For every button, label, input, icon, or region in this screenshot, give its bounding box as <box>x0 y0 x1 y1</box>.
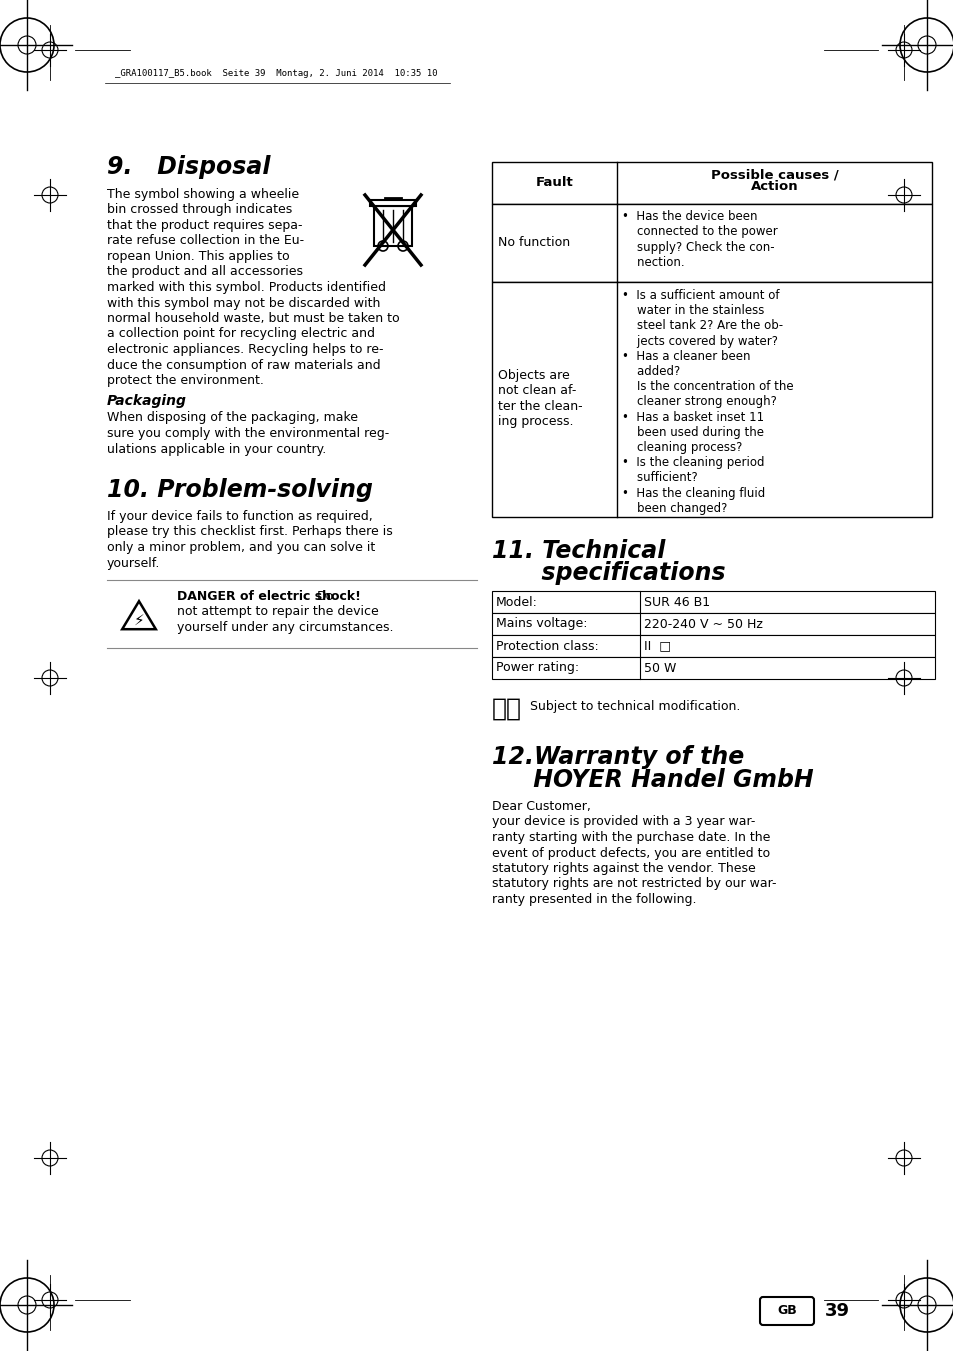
Text: Do: Do <box>316 590 334 603</box>
Text: Model:: Model: <box>496 596 537 608</box>
Text: Packaging: Packaging <box>107 393 187 408</box>
Text: The symbol showing a wheelie: The symbol showing a wheelie <box>107 188 299 201</box>
Text: Possible causes /: Possible causes / <box>710 168 838 181</box>
Bar <box>492 162 931 204</box>
Bar <box>492 204 931 282</box>
Text: sure you comply with the environmental reg-: sure you comply with the environmental r… <box>107 427 389 440</box>
Text: cleaner strong enough?: cleaner strong enough? <box>621 396 776 408</box>
Text: When disposing of the packaging, make: When disposing of the packaging, make <box>107 412 357 424</box>
Text: electronic appliances. Recycling helps to re-: electronic appliances. Recycling helps t… <box>107 343 383 357</box>
Bar <box>492 657 934 680</box>
Text: jects covered by water?: jects covered by water? <box>621 335 778 347</box>
Text: 12.Warranty of the: 12.Warranty of the <box>492 744 743 769</box>
Text: water in the stainless: water in the stainless <box>621 304 763 317</box>
Text: Fault: Fault <box>535 177 573 189</box>
Text: 50 W: 50 W <box>643 662 676 674</box>
Text: normal household waste, but must be taken to: normal household waste, but must be take… <box>107 312 399 326</box>
Text: ter the clean-: ter the clean- <box>497 400 582 412</box>
Text: your device is provided with a 3 year war-: your device is provided with a 3 year wa… <box>492 816 755 828</box>
Text: marked with this symbol. Products identified: marked with this symbol. Products identi… <box>107 281 386 295</box>
Text: •  Is the cleaning period: • Is the cleaning period <box>621 457 763 469</box>
Bar <box>374 205 412 246</box>
Text: statutory rights against the vendor. These: statutory rights against the vendor. The… <box>492 862 755 875</box>
Text: SUR 46 B1: SUR 46 B1 <box>643 596 709 608</box>
Text: event of product defects, you are entitled to: event of product defects, you are entitl… <box>492 847 769 859</box>
Text: If your device fails to function as required,: If your device fails to function as requ… <box>107 509 373 523</box>
Text: a collection point for recycling electric and: a collection point for recycling electri… <box>107 327 375 340</box>
Text: HOYER Handel GmbH: HOYER Handel GmbH <box>492 767 813 792</box>
Text: Dear Customer,: Dear Customer, <box>492 800 590 813</box>
Text: •  Is a sufficient amount of: • Is a sufficient amount of <box>621 289 779 303</box>
Text: yourself under any circumstances.: yourself under any circumstances. <box>177 621 393 634</box>
Text: with this symbol may not be discarded with: with this symbol may not be discarded wi… <box>107 296 380 309</box>
FancyBboxPatch shape <box>760 1297 813 1325</box>
Text: been changed?: been changed? <box>621 501 726 515</box>
Text: steel tank 2? Are the ob-: steel tank 2? Are the ob- <box>621 319 782 332</box>
Text: DANGER of electric shock!: DANGER of electric shock! <box>177 590 360 603</box>
Text: Protection class:: Protection class: <box>496 639 598 653</box>
Text: 39: 39 <box>824 1302 849 1320</box>
Text: ⒸⒺ: ⒸⒺ <box>492 697 521 721</box>
Text: 10. Problem-solving: 10. Problem-solving <box>107 478 373 503</box>
Text: specifications: specifications <box>492 561 725 585</box>
Bar <box>492 635 934 657</box>
Text: Power rating:: Power rating: <box>496 662 578 674</box>
Text: connected to the power: connected to the power <box>621 226 777 239</box>
Text: Subject to technical modification.: Subject to technical modification. <box>530 700 740 713</box>
Text: •  Has the cleaning fluid: • Has the cleaning fluid <box>621 486 764 500</box>
Text: GB: GB <box>777 1305 796 1317</box>
Text: ing process.: ing process. <box>497 415 573 428</box>
Text: bin crossed through indicates: bin crossed through indicates <box>107 204 292 216</box>
Text: been used during the: been used during the <box>621 426 763 439</box>
Text: 220-240 V ~ 50 Hz: 220-240 V ~ 50 Hz <box>643 617 762 631</box>
Text: cleaning process?: cleaning process? <box>621 440 741 454</box>
Text: Objects are: Objects are <box>497 369 569 381</box>
Text: II  □: II □ <box>643 639 670 653</box>
Text: ranty starting with the purchase date. In the: ranty starting with the purchase date. I… <box>492 831 770 844</box>
Text: yourself.: yourself. <box>107 557 160 570</box>
Text: ropean Union. This applies to: ropean Union. This applies to <box>107 250 290 263</box>
Text: only a minor problem, and you can solve it: only a minor problem, and you can solve … <box>107 540 375 554</box>
Text: •  Has a cleaner been: • Has a cleaner been <box>621 350 750 363</box>
Text: Is the concentration of the: Is the concentration of the <box>621 380 793 393</box>
Text: ulations applicable in your country.: ulations applicable in your country. <box>107 443 326 455</box>
Text: _GRA100117_B5.book  Seite 39  Montag, 2. Juni 2014  10:35 10: _GRA100117_B5.book Seite 39 Montag, 2. J… <box>115 69 437 78</box>
Text: ranty presented in the following.: ranty presented in the following. <box>492 893 696 907</box>
Text: not clean af-: not clean af- <box>497 384 576 397</box>
Text: that the product requires sepa-: that the product requires sepa- <box>107 219 302 232</box>
Text: nection.: nection. <box>621 257 684 269</box>
Text: the product and all accessories: the product and all accessories <box>107 266 303 278</box>
Text: 11. Technical: 11. Technical <box>492 539 664 563</box>
Text: Action: Action <box>750 180 798 193</box>
Text: 9.   Disposal: 9. Disposal <box>107 155 271 178</box>
Text: not attempt to repair the device: not attempt to repair the device <box>177 605 378 619</box>
Bar <box>492 282 931 517</box>
Bar <box>492 613 934 635</box>
Text: supply? Check the con-: supply? Check the con- <box>621 240 774 254</box>
Text: rate refuse collection in the Eu-: rate refuse collection in the Eu- <box>107 235 304 247</box>
Bar <box>492 590 934 613</box>
Text: duce the consumption of raw materials and: duce the consumption of raw materials an… <box>107 358 380 372</box>
Text: •  Has a basket inset 11: • Has a basket inset 11 <box>621 411 763 424</box>
Text: please try this checklist first. Perhaps there is: please try this checklist first. Perhaps… <box>107 526 393 539</box>
Bar <box>370 200 416 205</box>
Text: statutory rights are not restricted by our war-: statutory rights are not restricted by o… <box>492 878 776 890</box>
Text: •  Has the device been: • Has the device been <box>621 209 757 223</box>
Text: protect the environment.: protect the environment. <box>107 374 264 386</box>
Text: ⚡: ⚡ <box>133 612 144 627</box>
Text: added?: added? <box>621 365 679 378</box>
Text: Mains voltage:: Mains voltage: <box>496 617 587 631</box>
Text: sufficient?: sufficient? <box>621 471 697 485</box>
Text: No function: No function <box>497 236 570 250</box>
